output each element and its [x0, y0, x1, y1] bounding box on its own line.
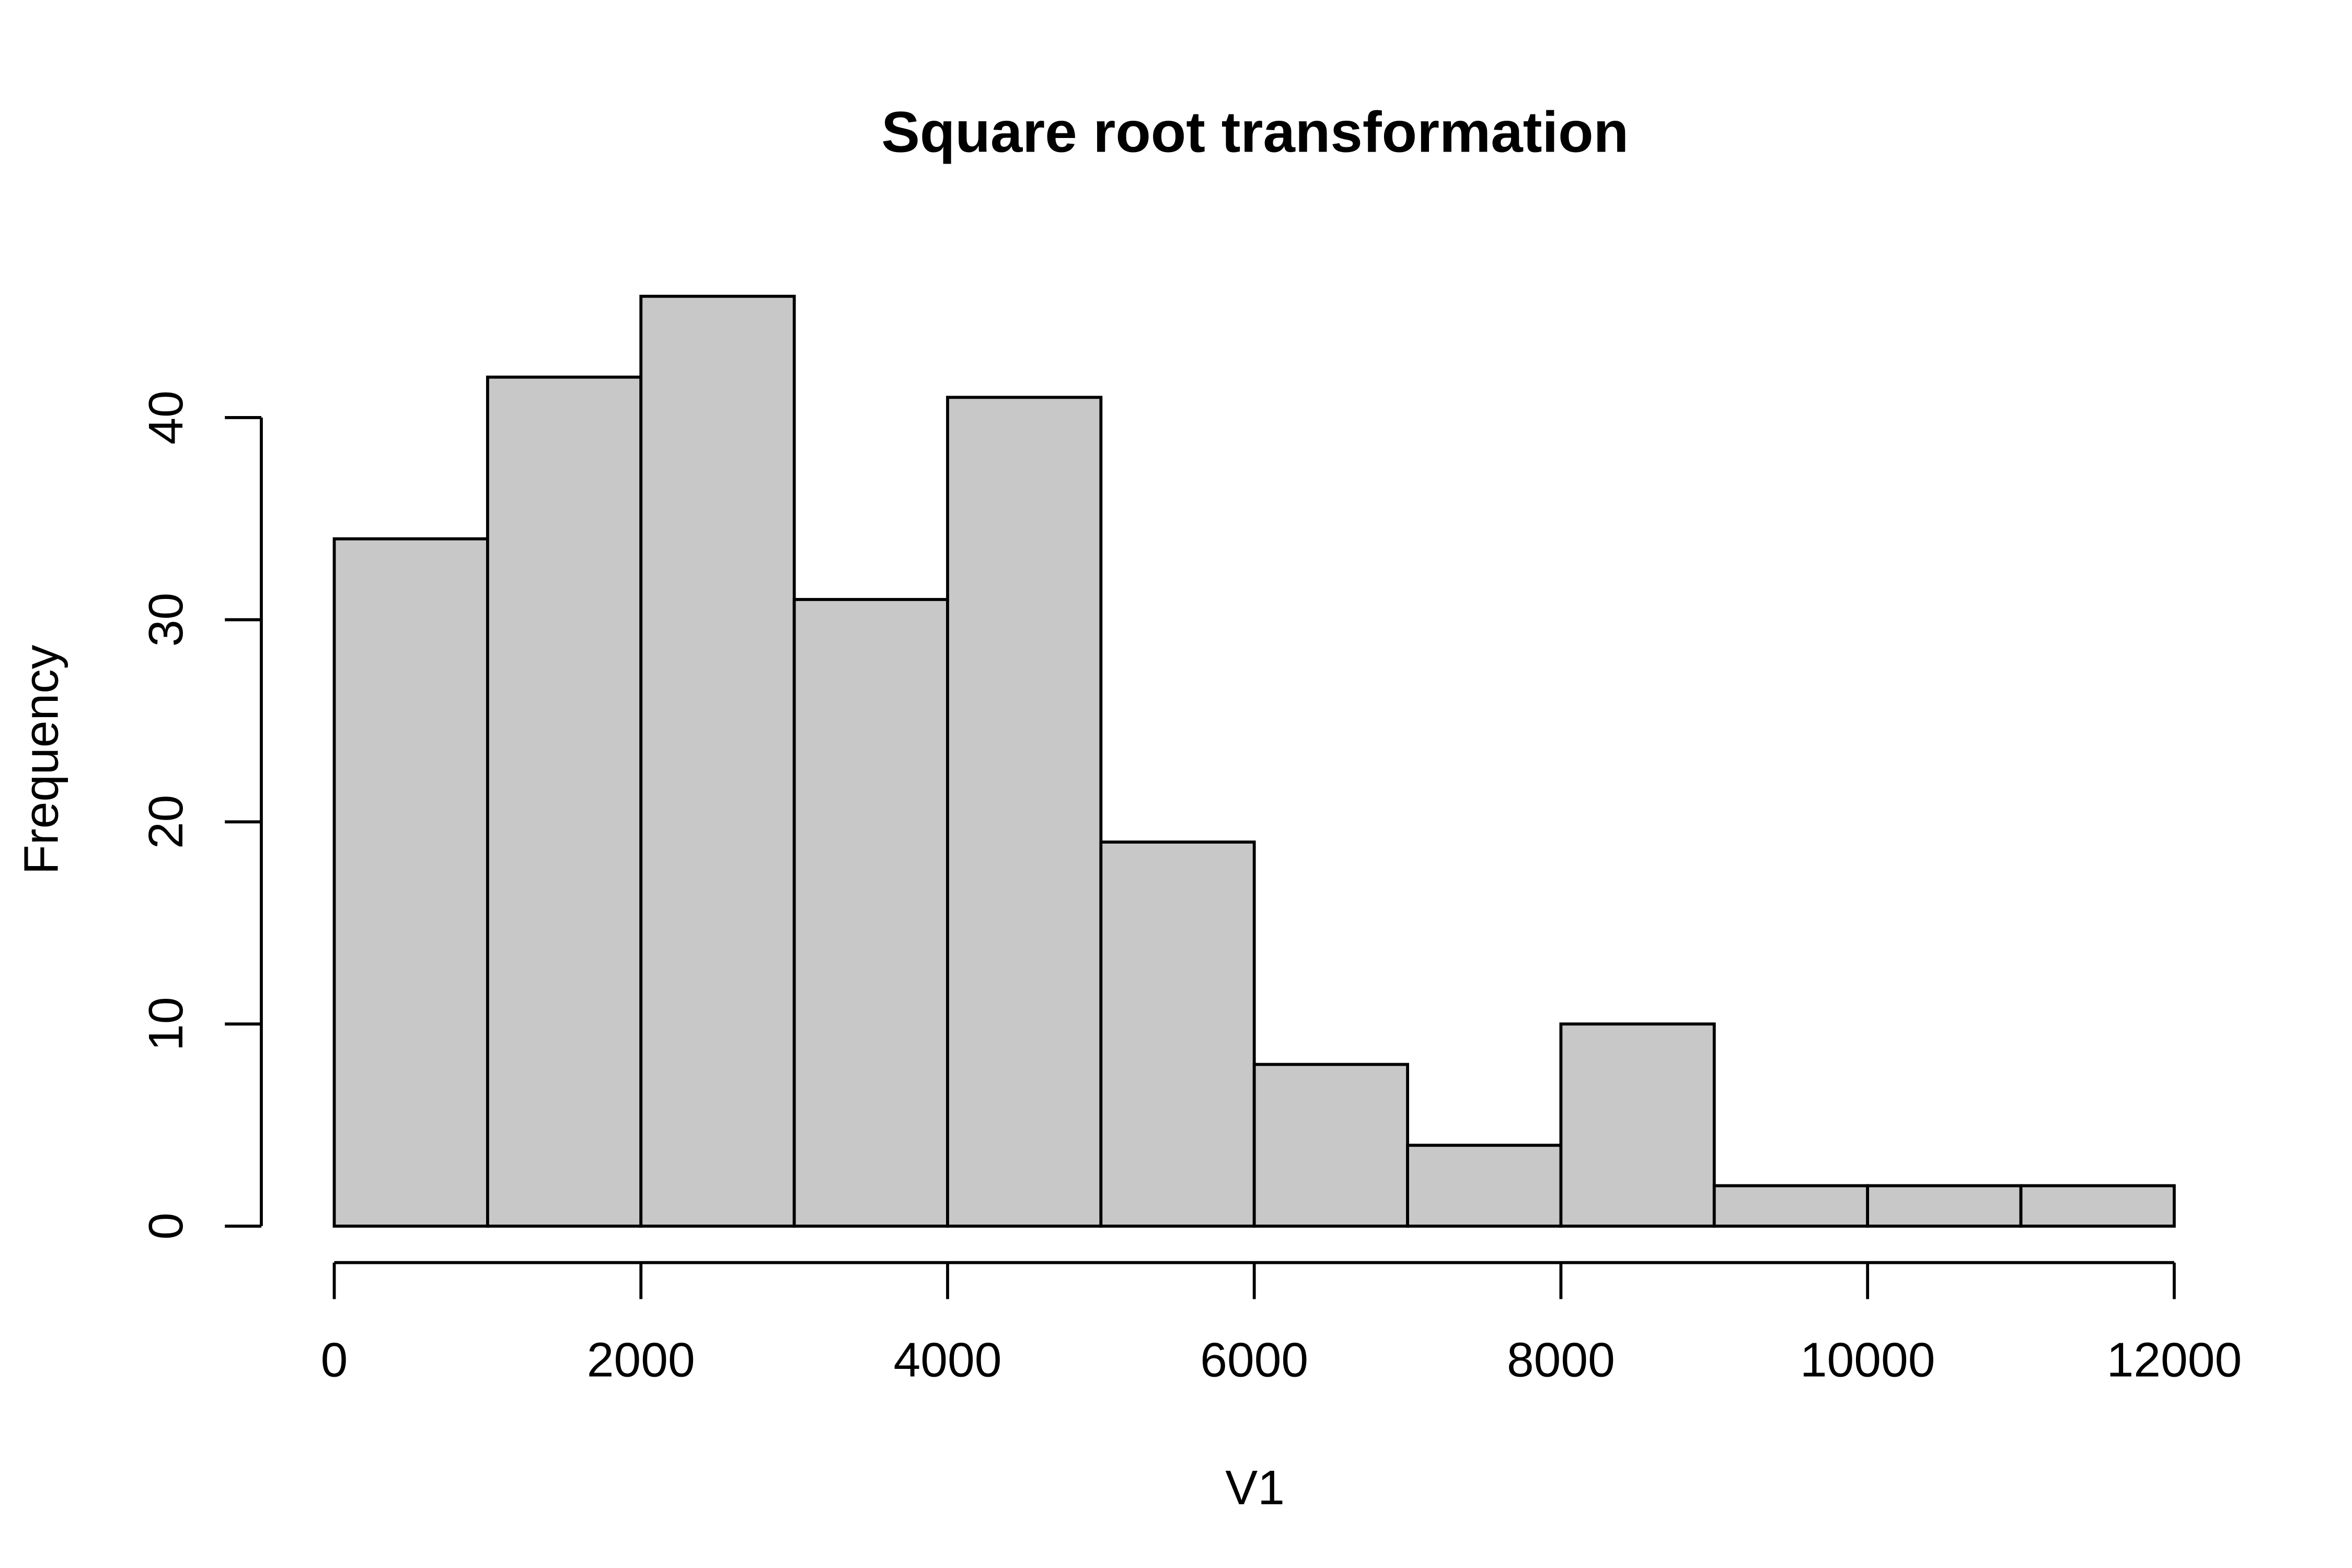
y-tick-label: 10: [139, 997, 193, 1051]
y-tick-label: 40: [139, 390, 193, 444]
y-tick-label: 30: [139, 593, 193, 647]
histogram-bar: [1866, 1184, 2023, 1228]
x-axis-label: V1: [1225, 1460, 1285, 1515]
x-tick-label: 0: [321, 1333, 348, 1387]
histogram-bar: [1252, 1063, 1409, 1228]
x-tick-label: 10000: [1800, 1333, 1935, 1387]
y-tick-label: 20: [139, 795, 193, 849]
x-tick-label: 12000: [2107, 1333, 2242, 1387]
histogram-bar: [2019, 1184, 2176, 1228]
x-tick-label: 6000: [1200, 1333, 1308, 1387]
histogram-bar: [946, 396, 1103, 1228]
x-tick-label: 8000: [1507, 1333, 1615, 1387]
y-axis-label: Frequency: [14, 644, 68, 874]
histogram-bar: [639, 294, 796, 1228]
histogram-bar: [1099, 840, 1256, 1228]
histogram-bar: [332, 537, 489, 1228]
histogram-bar: [1712, 1184, 1870, 1228]
histogram-bar: [792, 598, 949, 1228]
histogram-bar: [1406, 1144, 1563, 1228]
x-tick-label: 2000: [587, 1333, 695, 1387]
x-tick-label: 4000: [894, 1333, 1002, 1387]
y-tick-label: 0: [139, 1213, 193, 1240]
histogram-bar: [486, 375, 643, 1228]
histogram-bar: [1559, 1022, 1716, 1228]
chart-title: Square root transformation: [881, 100, 1629, 165]
